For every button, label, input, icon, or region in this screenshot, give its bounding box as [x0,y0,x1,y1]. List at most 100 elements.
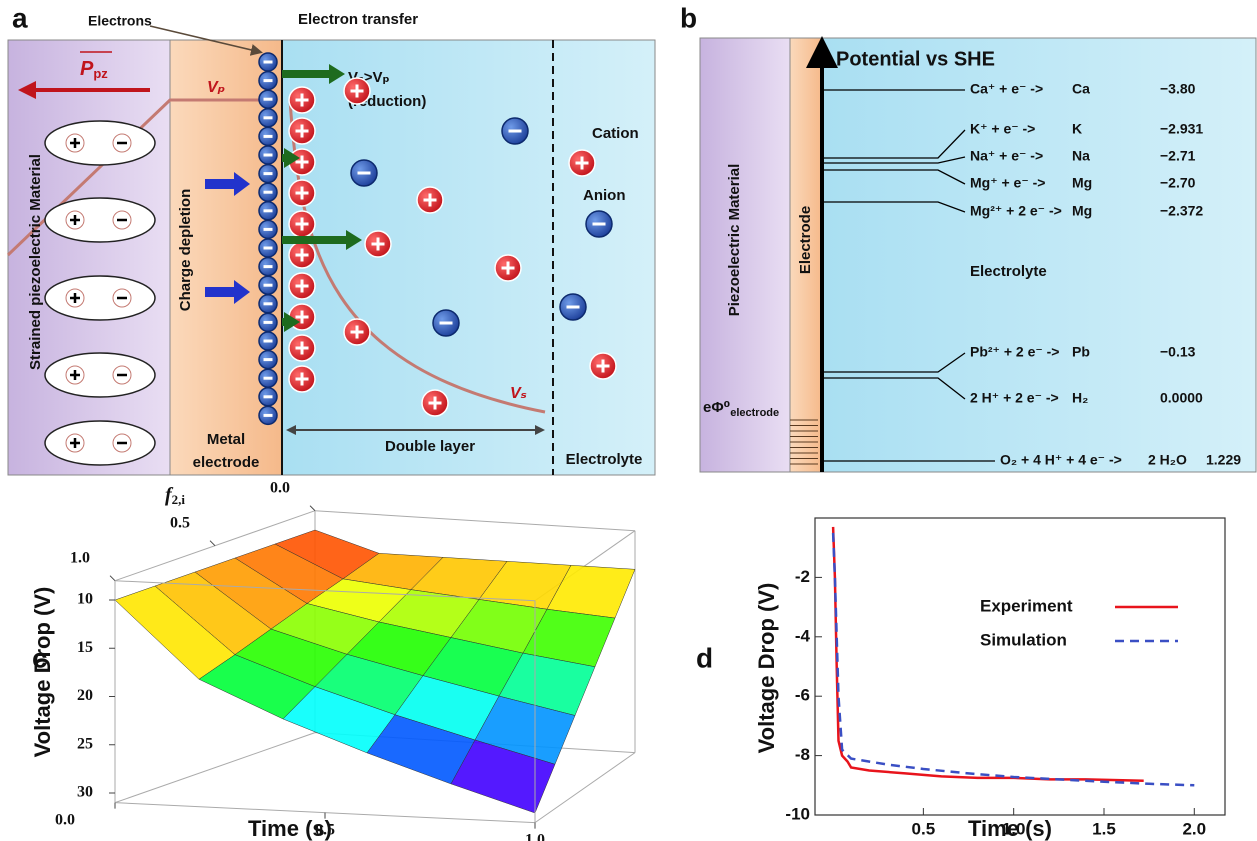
piezo-label: Strained piezoelectric Material [27,154,44,370]
reaction-potential: −2.931 [1160,121,1203,137]
level-line [822,352,966,373]
reaction-reactants: Na⁺ + e⁻ -> [970,148,1043,164]
subscript: pz [93,66,108,81]
z-axis-label: Voltage Drop (V) [30,587,55,758]
dipole [44,352,156,398]
dipole [44,420,156,466]
plot-frame [814,517,1226,816]
reaction-reactants: Pb²⁺ + 2 e⁻ -> [970,344,1059,360]
z-tick-label: 25 [77,735,93,752]
reaction-potential: −2.372 [1160,203,1203,219]
y-tick-label: -2 [795,567,810,586]
reaction-product: Ca [1072,81,1090,97]
panel-label: d [696,642,713,673]
depletion-arrow-head [234,280,250,304]
reaction-potential: 1.229 [1206,452,1241,468]
z-tick-label: 15 [77,639,93,656]
electrode-region [789,37,823,473]
axis-frame [114,580,536,602]
panel-a: a Electrons Electron transfer Vₛ>Vₚ (red… [6,2,656,476]
panel-b: b Potential vs SHE Electrolyte Piezoelec… [680,2,1257,473]
reaction-reactants: Mg⁺ + e⁻ -> [970,175,1045,191]
series-line [831,532,1195,787]
level-line [822,129,966,159]
y-axis-label: f2,i [165,484,185,507]
reaction-reactants: O₂ + 4 H⁺ + 4 e⁻ -> [1000,452,1122,468]
series-line [831,526,1144,783]
panel-label: c [32,642,48,673]
symbol: P [80,58,94,80]
dipole [44,197,156,243]
reaction-product: Mg [1072,175,1092,191]
transfer-arrow-head [284,312,300,332]
dipole [44,275,156,321]
y-tick-label: 0.0 [270,479,290,496]
reaction-product: 2 H₂O [1148,452,1187,468]
electrolyte-region [821,37,1257,473]
axis-frame [314,510,636,532]
panel-label: b [680,2,697,33]
transfer-arrow-head [284,148,300,168]
axis-frame [114,732,316,804]
level-line [822,169,966,185]
level-line [822,377,966,400]
reaction-product: K [1072,121,1082,137]
subscript: electrode [730,407,779,419]
level-line [822,156,966,164]
y-tick-label: -4 [795,626,811,645]
z-tick-label: 30 [77,784,93,801]
electrolyte-region [281,39,656,476]
y-axis-label: Voltage Drop (V) [754,583,779,754]
panel-label: a [12,2,28,33]
fermi-levels: Ca⁺ + e⁻ -> Ca −3.80 K⁺ + e⁻ -> K −2.931 Na⁺ +… [790,81,1241,468]
level-line [822,201,966,213]
reaction-product: H₂ [1072,390,1088,406]
double-layer-label: Double layer [385,438,475,455]
transfer-arrow-head [329,64,345,84]
anion-label: Anion [583,187,626,204]
reaction-reactants: 2 H⁺ + 2 e⁻ -> [970,390,1059,406]
y-tick [309,505,316,512]
electrode-label: Electrode [797,206,814,274]
symbol: eΦ⁰ [703,399,730,416]
metal-label: electrode [193,454,260,471]
z-tick-label: 10 [77,591,93,608]
y-tick [209,540,216,547]
transfer-label: Electron transfer [298,11,418,28]
x-axis-label: Time (s) [968,816,1052,841]
axis-frame [534,752,636,824]
reaction-product: Na [1072,148,1090,164]
legend-label: Experiment [980,596,1073,615]
reaction-reactants: Ca⁺ + e⁻ -> [970,81,1043,97]
x-tick-label: 1.5 [1092,819,1116,838]
vp-label: Vₚ [207,79,225,96]
piezo-region [699,37,791,473]
x-tick-label: 0.0 [55,811,75,828]
arrow-head [18,81,36,99]
reaction-reactants: Mg²⁺ + 2 e⁻ -> [970,203,1062,219]
x-tick-label: 1.0 [525,831,545,841]
electrons-label: Electrons [88,13,152,29]
metal-label: Metal [207,431,245,448]
subscript: 2,i [172,492,186,507]
polarization-label: Ppz [80,58,108,81]
surface-patch [450,739,556,814]
electrolyte-label: Electrolyte [566,451,643,468]
depletion-arrow-head [234,172,250,196]
x-tick-label: 1.0 [1002,819,1026,838]
x-tick-label: 0.5 [912,819,936,838]
piezo-label: Piezoelectric Material [726,164,743,317]
reaction-reactants: K⁺ + e⁻ -> [970,121,1035,137]
reaction-potential: −2.70 [1160,175,1196,191]
reaction-product: Pb [1072,344,1090,360]
axis-title: Potential vs SHE [836,48,995,70]
reaction-potential: −2.71 [1160,148,1196,164]
y-tick-label: -10 [785,804,810,823]
y-tick-label: -6 [795,686,810,705]
dipole [44,120,156,166]
transfer-arrow-head [346,230,362,250]
reaction-potential: −3.80 [1160,81,1196,97]
reaction-potential: 0.0000 [1160,390,1203,406]
